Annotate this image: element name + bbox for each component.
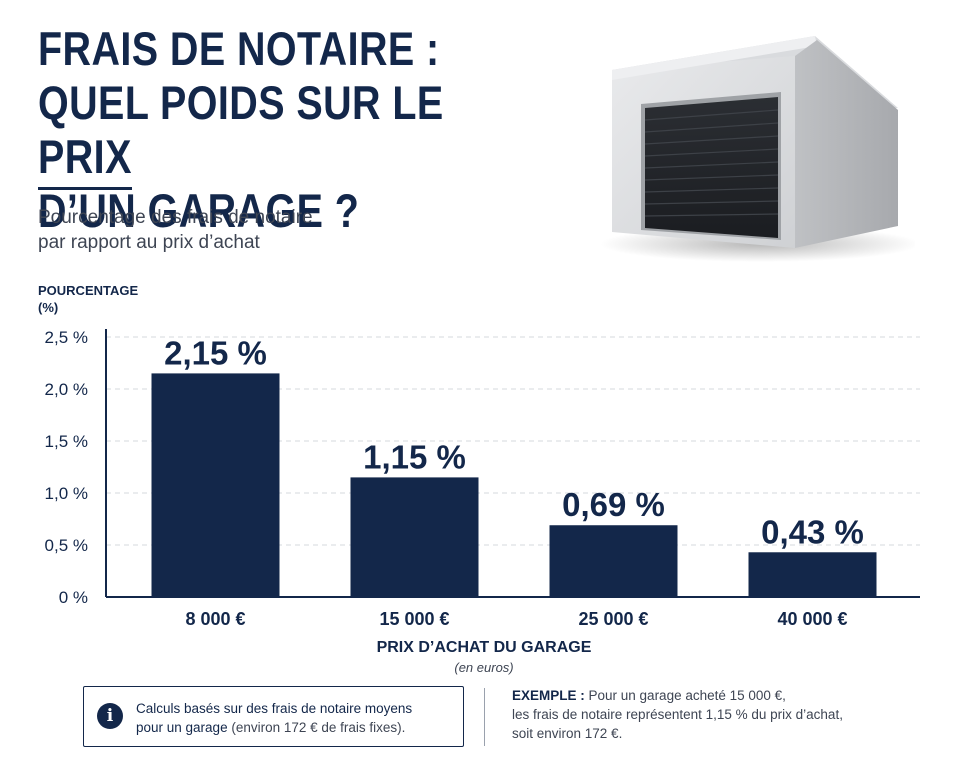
x-tick-label: 40 000 € [777,609,847,629]
bar [748,552,877,597]
info-note-line-1: Calculs basés sur des frais de notaire m… [136,701,413,716]
info-note-line-2: pour un garage (environ 172 € de frais f… [136,718,461,737]
example-line-2: les frais de notaire représentent 1,15 %… [512,707,843,722]
y-tick-label: 2,0 % [45,380,88,399]
data-label: 0,69 % [562,486,665,523]
y-tick-label: 0 % [59,588,88,607]
y-axis-label-line-2: (%) [38,300,59,315]
y-tick-label: 0,5 % [45,536,88,555]
example-label: EXEMPLE : [512,688,585,703]
x-axis-subtitle: (en euros) [454,660,514,675]
example-line-1: EXEMPLE : Pour un garage acheté 15 000 €… [512,686,932,705]
y-axis-label-line-1: POURCENTAGE [38,283,139,298]
bar [549,525,678,597]
title-line-2: QUEL POIDS SUR LE PRIX [38,76,444,183]
info-note-text: Calculs basés sur des frais de notaire m… [136,699,461,737]
info-note-line-2-start: pour un garage [136,720,228,735]
subtitle-line-1: Pourcentage des frais de notaire [38,207,313,228]
y-tick-label: 2,5 % [45,328,88,347]
info-note: i Calculs basés sur des frais de notaire… [83,686,464,747]
example-line-3: soit environ 172 €. [512,726,623,741]
title-underline [38,187,132,190]
y-axis-label: POURCENTAGE (%) [38,282,178,316]
bar [151,373,280,597]
title-line-3: D’UN GARAGE ? [38,184,360,237]
subtitle-line-2: par rapport au prix d’achat [38,232,260,253]
example-note: EXEMPLE : Pour un garage acheté 15 000 €… [512,686,932,743]
x-axis-title: PRIX D’ACHAT DU GARAGE [376,639,592,656]
y-tick-label: 1,0 % [45,484,88,503]
y-tick-label: 1,5 % [45,432,88,451]
x-tick-label: 25 000 € [578,609,648,629]
page-title: FRAIS DE NOTAIRE : QUEL POIDS SUR LE PRI… [38,22,508,238]
garage-illustration [600,36,915,262]
data-label: 2,15 % [164,334,267,371]
x-tick-label: 15 000 € [379,609,449,629]
x-tick-label: 8 000 € [185,609,245,629]
data-label: 1,15 % [363,438,466,475]
info-icon: i [97,703,123,729]
title-line-1: FRAIS DE NOTAIRE : [38,22,440,75]
data-label: 0,43 % [761,513,864,550]
bar-chart: 0 % 0,5 % 1,0 % 1,5 % 2,0 % 2,5 % 2,15 % 8 000 … [45,328,920,629]
page-subtitle: Pourcentage des frais de notaire par rap… [38,205,458,255]
footer-divider [484,688,485,746]
bar [350,477,479,597]
info-note-line-2-end: (environ 172 € de frais fixes). [227,720,406,735]
example-line-1-text: Pour un garage acheté 15 000 €, [584,688,786,703]
